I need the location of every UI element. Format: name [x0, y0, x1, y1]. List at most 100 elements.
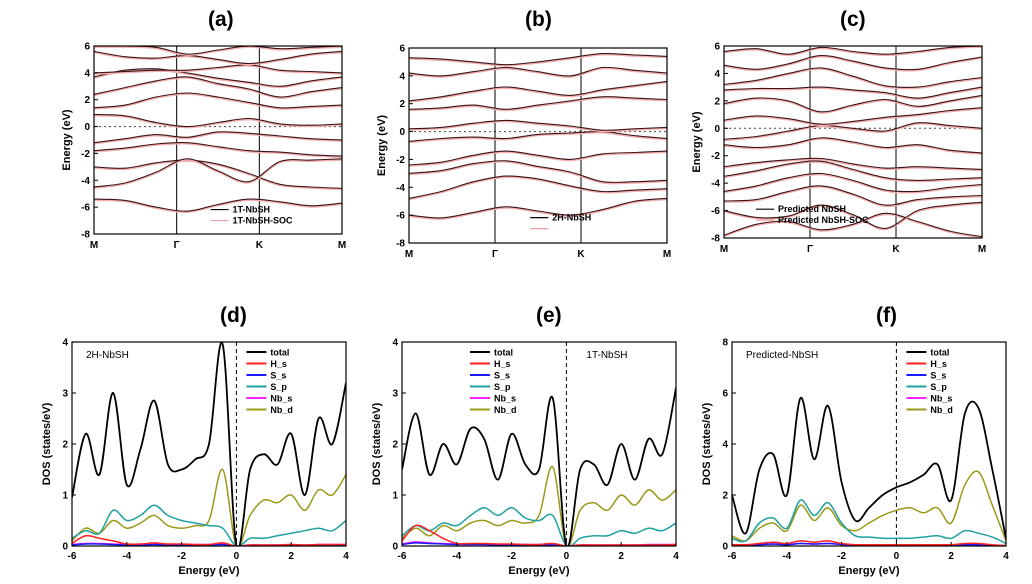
band-8 [94, 76, 342, 98]
y-tick-label: 4 [399, 71, 405, 82]
x-axis-title: Energy (eV) [838, 565, 899, 577]
dos-series-nb-d [732, 470, 1006, 542]
x-tick-label: -4 [782, 551, 791, 562]
x-tick-label: Γ [807, 244, 813, 255]
band-8 [409, 80, 667, 102]
band-soc-7 [724, 138, 982, 155]
y-tick-label: -4 [81, 176, 90, 187]
plot-frame [731, 341, 1007, 547]
plot-frame [408, 47, 668, 244]
plot-frame [723, 45, 983, 239]
band-soc-6 [724, 158, 982, 172]
dos-curves [732, 397, 1006, 546]
panel-label-e: (e) [536, 304, 562, 327]
x-tick-label: K [892, 244, 900, 255]
x-tick-label: 4 [343, 551, 349, 562]
legend-label: Nb_s [270, 394, 292, 404]
band-1 [724, 212, 982, 238]
band-soc-7 [94, 93, 342, 110]
y-axis-title: Energy (eV) [376, 115, 388, 176]
x-axis-title: Energy (eV) [178, 565, 239, 577]
panel-label-a: (a) [208, 8, 234, 31]
band-soc-12 [724, 68, 982, 90]
y-tick-label: 6 [399, 44, 405, 55]
y-tick-label: 2 [392, 440, 398, 451]
band-7 [724, 137, 982, 154]
y-tick-label: 2 [399, 99, 405, 110]
band-8 [724, 122, 982, 140]
band-4 [94, 142, 342, 157]
band-7 [94, 92, 342, 109]
panel-label-f: (f) [876, 304, 897, 327]
x-tick-label: -2 [837, 551, 846, 562]
band-soc-10 [409, 53, 667, 67]
x-tick-label: -6 [728, 551, 737, 562]
legend-label: Predicted NbSH-SOC [778, 215, 869, 225]
x-tick-label: -4 [122, 551, 131, 562]
legend-label: Nb_d [270, 405, 293, 415]
band-10 [94, 64, 342, 74]
x-tick-label: K [577, 249, 585, 260]
band-9 [724, 107, 982, 125]
band-5 [724, 160, 982, 181]
band-soc-5 [724, 161, 982, 183]
legend-label: S_s [270, 371, 286, 381]
y-tick-label: 0 [84, 122, 90, 133]
x-tick-label: Γ [174, 240, 180, 251]
y-tick-label: 3 [392, 389, 398, 400]
y-axis-title: Energy (eV) [61, 109, 73, 170]
x-tick-label: Γ [492, 249, 498, 260]
y-tick-label: -6 [81, 203, 90, 214]
dos-chart-f: -6 -4 -2 0 2 4 0 2 4 6 8 Energy (eV) DOS (states/eV)… [701, 338, 1009, 578]
y-tick-label: 4 [714, 69, 720, 80]
y-tick-label: 3 [62, 389, 68, 400]
band-3 [409, 160, 667, 184]
band-soc-13 [724, 55, 982, 72]
dos-series-nb-d [402, 466, 676, 546]
band-3 [94, 158, 342, 188]
legend-label: H_s [930, 359, 947, 369]
x-tick-label: 0 [564, 551, 570, 562]
y-tick-label: 1 [392, 491, 398, 502]
band-soc-4 [409, 151, 667, 167]
band-5 [409, 130, 667, 142]
panel-f: (f) -6 -4 -2 0 2 4 0 2 4 6 8 Energy (eV) DOS (states… [690, 300, 1020, 584]
band-4 [724, 172, 982, 193]
y-tick-label: 6 [714, 42, 720, 53]
band-soc-9 [409, 67, 667, 78]
y-tick-label: 0 [399, 127, 405, 138]
band-soc-12 [94, 46, 342, 56]
band-soc-3 [94, 159, 342, 189]
x-tick-label: M [90, 240, 98, 251]
y-tick-label: 8 [722, 338, 728, 349]
band-soc-4 [724, 173, 982, 194]
y-tick-label: 2 [722, 491, 728, 502]
legend-label: total [494, 348, 513, 358]
y-axis-title: DOS (states/eV) [41, 402, 53, 485]
band-4 [409, 150, 667, 166]
dos-annotation: 1T-NbSH [586, 350, 627, 361]
band-2 [94, 159, 342, 189]
x-tick-label: K [256, 240, 264, 251]
x-tick-label: 4 [1003, 551, 1009, 562]
panel-label-b: (b) [525, 8, 552, 31]
band-9 [94, 68, 342, 87]
x-tick-label: -4 [452, 551, 461, 562]
y-axis-title: DOS (states/eV) [701, 402, 713, 485]
legend-label: S_p [494, 382, 511, 392]
x-tick-label: M [720, 244, 728, 255]
dos-series-nb-d [72, 468, 346, 546]
y-tick-label: -8 [81, 230, 90, 241]
band-10 [409, 52, 667, 66]
y-tick-label: 1 [62, 491, 68, 502]
x-tick-label: -2 [507, 551, 516, 562]
band-chart-b: -8 -6 -4 -2 0 2 4 6 M Γ K M Energy (eV) 2H-NbSH [376, 44, 671, 261]
y-tick-label: 4 [392, 338, 398, 349]
panel-e: (e) -6 -4 -2 0 2 4 0 1 2 3 4 Energy (eV) DOS (states… [360, 300, 690, 584]
panel-c: (c) -8 -6 -4 -2 0 2 4 6 M Γ K M Energy (eV) Predicted… [690, 8, 990, 258]
band-2 [724, 201, 982, 229]
y-tick-label: 2 [62, 440, 68, 451]
y-tick-label: 2 [84, 95, 90, 106]
band-soc-7 [409, 96, 667, 112]
band-5 [94, 131, 342, 144]
